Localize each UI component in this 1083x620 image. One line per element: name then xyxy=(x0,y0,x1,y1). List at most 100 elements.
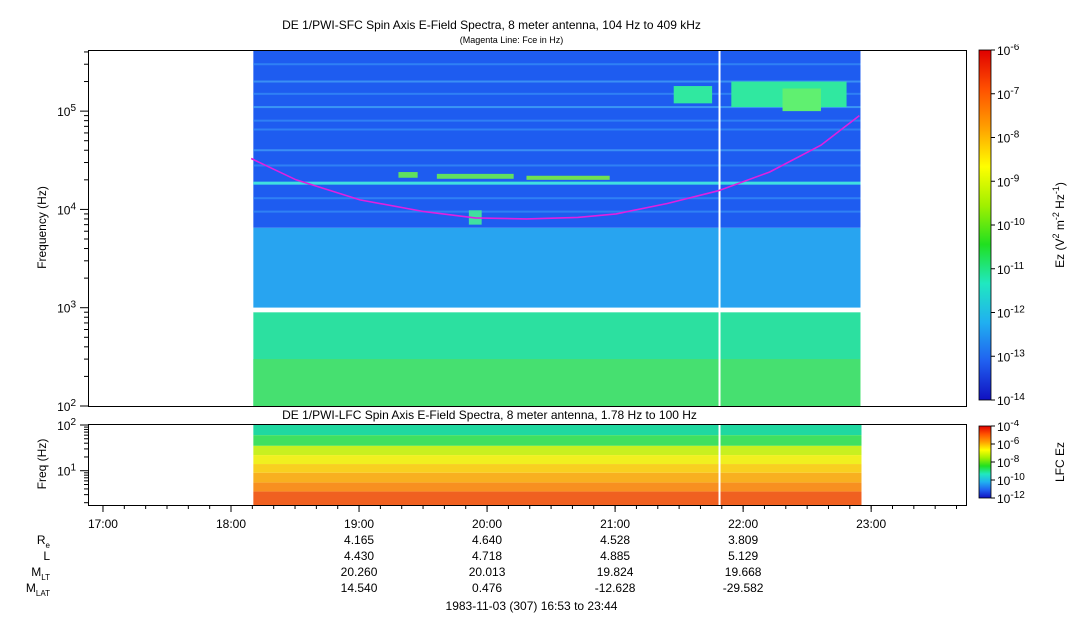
lfc-colorbar-tick-label: 10-4 xyxy=(997,420,1020,434)
sfc-heatmap-cells xyxy=(253,51,863,406)
lfc-band xyxy=(253,425,862,436)
sfc-y-axis: 102 103 104 105 Frequency (Hz) xyxy=(35,51,88,414)
ephemeris-value: 4.640 xyxy=(472,533,502,547)
lfc-colorbar-tick-label: 10-12 xyxy=(997,490,1025,506)
sfc-emission-patch xyxy=(673,86,713,104)
time-tick-label: 22:00 xyxy=(728,517,758,531)
time-tick-label: 20:00 xyxy=(472,517,502,531)
ephemeris-row-label: MLT xyxy=(31,565,50,582)
ephemeris-value: 19.668 xyxy=(725,565,762,579)
lfc-colorbar-label: LFC Ez xyxy=(1053,442,1067,482)
lfc-y-axis: 101 102 Freq (Hz) xyxy=(35,417,88,504)
lfc-spectrogram xyxy=(253,425,862,505)
ephemeris-value: 4.165 xyxy=(344,533,374,547)
time-tick-label: 23:00 xyxy=(856,517,886,531)
sfc-y-tick-label: 103 xyxy=(57,300,76,316)
sfc-colorbar-tick-label: 10-8 xyxy=(997,130,1020,146)
sfc-colorbar-tick-label: 10-12 xyxy=(997,305,1025,321)
lfc-data-gap-vertical xyxy=(718,425,721,505)
ephemeris-value: 20.013 xyxy=(469,565,506,579)
lfc-colorbar: 10-4 10-6 10-8 10-10 10-12 LFC Ez xyxy=(978,420,1067,506)
ephemeris-value: 4.430 xyxy=(344,549,374,563)
lfc-band xyxy=(253,472,862,483)
sfc-colorbar-gradient xyxy=(978,49,992,401)
sfc-emission-patch xyxy=(398,172,418,178)
sfc-colorbar-tick-label: 10-9 xyxy=(997,173,1020,189)
lfc-colorbar-tick-label: 10-10 xyxy=(997,472,1025,488)
sfc-data-gap xyxy=(253,307,862,313)
sfc-stripe xyxy=(253,210,862,213)
ephemeris-value: -29.582 xyxy=(723,581,764,595)
lfc-colorbar-tick-label: 10-8 xyxy=(997,454,1020,470)
ephemeris-value: 20.260 xyxy=(341,565,378,579)
time-tick-label: 21:00 xyxy=(600,517,630,531)
sfc-stripe xyxy=(253,80,862,83)
footer-time-range: 1983-11-03 (307) 16:53 to 23:44 xyxy=(445,599,618,613)
time-tick-label: 19:00 xyxy=(344,517,374,531)
lfc-band xyxy=(253,435,862,446)
ephemeris-value: 4.885 xyxy=(600,549,630,563)
sfc-emission-patch xyxy=(526,175,610,180)
sfc-stripe xyxy=(253,197,862,200)
sfc-colorbar: 10-6 10-7 10-8 10-9 10-10 10-11 10-12 10-13 10-1… xyxy=(978,44,1067,408)
ephemeris-row-label: L xyxy=(43,549,50,563)
sfc-colorbar-tick-label: 10-11 xyxy=(997,261,1025,277)
ephemeris-value: 3.809 xyxy=(728,533,758,547)
lfc-y-tick-label: 101 xyxy=(57,463,76,479)
sfc-stripe xyxy=(253,106,862,109)
sfc-y-tick-label: 105 xyxy=(57,103,76,119)
sfc-title: DE 1/PWI-SFC Spin Axis E-Field Spectra, … xyxy=(282,18,701,32)
sfc-y-axis-label: Frequency (Hz) xyxy=(35,186,49,269)
sfc-colorbar-tick-label: 10-7 xyxy=(997,86,1020,102)
sfc-plot-panel xyxy=(88,50,967,407)
sfc-subtitle: (Magenta Line: Fce in Hz) xyxy=(459,35,564,45)
lfc-colorbar-tick-label: 10-6 xyxy=(997,436,1020,452)
ephemeris-value: 19.824 xyxy=(597,565,634,579)
sfc-data-end xyxy=(860,51,863,406)
sfc-data-gap-vertical xyxy=(718,51,721,406)
sfc-colorbar-label: Ez (V2 m-2 Hz-1) xyxy=(1051,182,1067,268)
sfc-colorbar-tick-label: 10-14 xyxy=(997,392,1025,408)
lfc-band xyxy=(253,445,862,456)
sfc-emission-patch xyxy=(436,173,514,179)
sfc-band-high xyxy=(253,51,862,228)
ephemeris-value: 0.476 xyxy=(472,581,502,595)
lfc-heatmap-cells xyxy=(253,425,862,505)
ephemeris-value: 5.129 xyxy=(728,549,758,563)
lfc-band xyxy=(253,455,862,465)
lfc-y-tick-label: 102 xyxy=(57,417,76,433)
sfc-stripe xyxy=(253,128,862,131)
lfc-band xyxy=(253,464,862,473)
time-axis: 17:00 18:00 19:00 20:00 21:00 22:00 23:00 Re 4.1… xyxy=(26,506,958,598)
time-tick-label: 17:00 xyxy=(88,517,118,531)
sfc-colorbar-tick-label: 10-6 xyxy=(997,44,1020,58)
sfc-colorbar-tick-label: 10-13 xyxy=(997,348,1025,364)
lfc-plot-panel xyxy=(88,424,967,506)
time-tick-label: 18:00 xyxy=(216,517,246,531)
ephemeris-value: 4.528 xyxy=(600,533,630,547)
sfc-y-tick-label: 104 xyxy=(57,201,76,217)
ephemeris-value: -12.628 xyxy=(595,581,636,595)
sfc-stripe xyxy=(253,164,862,167)
sfc-stripe-cyan xyxy=(253,181,862,185)
lfc-title: DE 1/PWI-LFC Spin Axis E-Field Spectra, … xyxy=(282,408,697,422)
sfc-spectrogram xyxy=(250,51,863,406)
sfc-band-lowest xyxy=(253,359,862,406)
lfc-band xyxy=(253,491,862,505)
sfc-y-tick-label: 102 xyxy=(57,398,76,414)
sfc-stripe xyxy=(253,92,862,95)
sfc-stripe xyxy=(253,119,862,122)
ephemeris-row-label: Re xyxy=(37,533,51,550)
sfc-band-mid xyxy=(253,227,862,308)
sfc-stripe xyxy=(253,63,862,66)
ephemeris-value: 4.718 xyxy=(472,549,502,563)
sfc-stripe xyxy=(253,149,862,152)
ephemeris-row-label: MLAT xyxy=(26,581,50,598)
lfc-colorbar-gradient xyxy=(978,425,992,499)
lfc-band xyxy=(253,482,862,492)
ephemeris-value: 14.540 xyxy=(341,581,378,595)
lfc-y-axis-label: Freq (Hz) xyxy=(35,439,49,490)
sfc-colorbar-tick-label: 10-10 xyxy=(997,217,1025,233)
sfc-emission-patch xyxy=(782,88,821,112)
fce-magenta-line xyxy=(250,114,860,220)
